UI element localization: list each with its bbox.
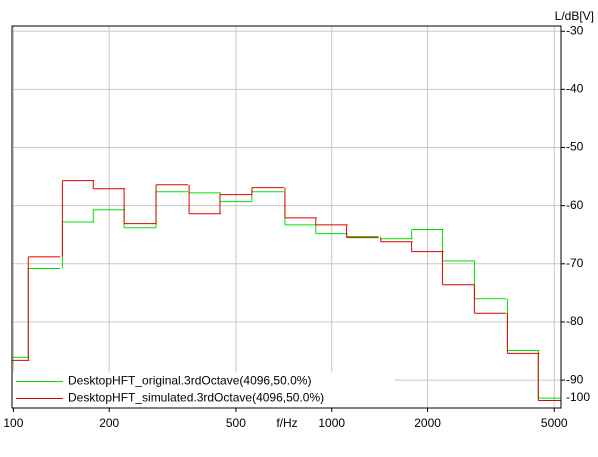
- legend: DesktopHFT_original.3rdOctave(4096,50.0%…: [13, 372, 395, 407]
- y-tick-label: -50: [566, 140, 584, 154]
- y-tick-label: -70: [566, 256, 584, 270]
- x-axis-label: f/Hz: [276, 416, 297, 430]
- grid: [12, 26, 565, 412]
- y-axis-label: L/dB[V]: [555, 9, 594, 23]
- y-tick-label: -30: [566, 23, 584, 37]
- y-tick-label: -90: [566, 372, 584, 386]
- x-tick-label: 200: [99, 416, 119, 430]
- x-tick-label: 2000: [414, 416, 441, 430]
- x-tick-label: 1000: [318, 416, 345, 430]
- x-tick-label: 5000: [541, 416, 568, 430]
- y-tick-label: -40: [566, 82, 584, 96]
- y-tick-label: -80: [566, 314, 584, 328]
- legend-label: DesktopHFT_original.3rdOctave(4096,50.0%…: [68, 374, 311, 388]
- y-tick-label: -60: [566, 198, 584, 212]
- plot-lines: [12, 180, 561, 401]
- plot-frame: [11, 25, 562, 409]
- y-tick-label: -100: [566, 390, 590, 404]
- x-tick-label: 100: [3, 416, 23, 430]
- x-tick-label: 500: [226, 416, 246, 430]
- legend-box: [13, 372, 395, 407]
- legend-label: DesktopHFT_simulated.3rdOctave(4096,50.0…: [68, 391, 324, 405]
